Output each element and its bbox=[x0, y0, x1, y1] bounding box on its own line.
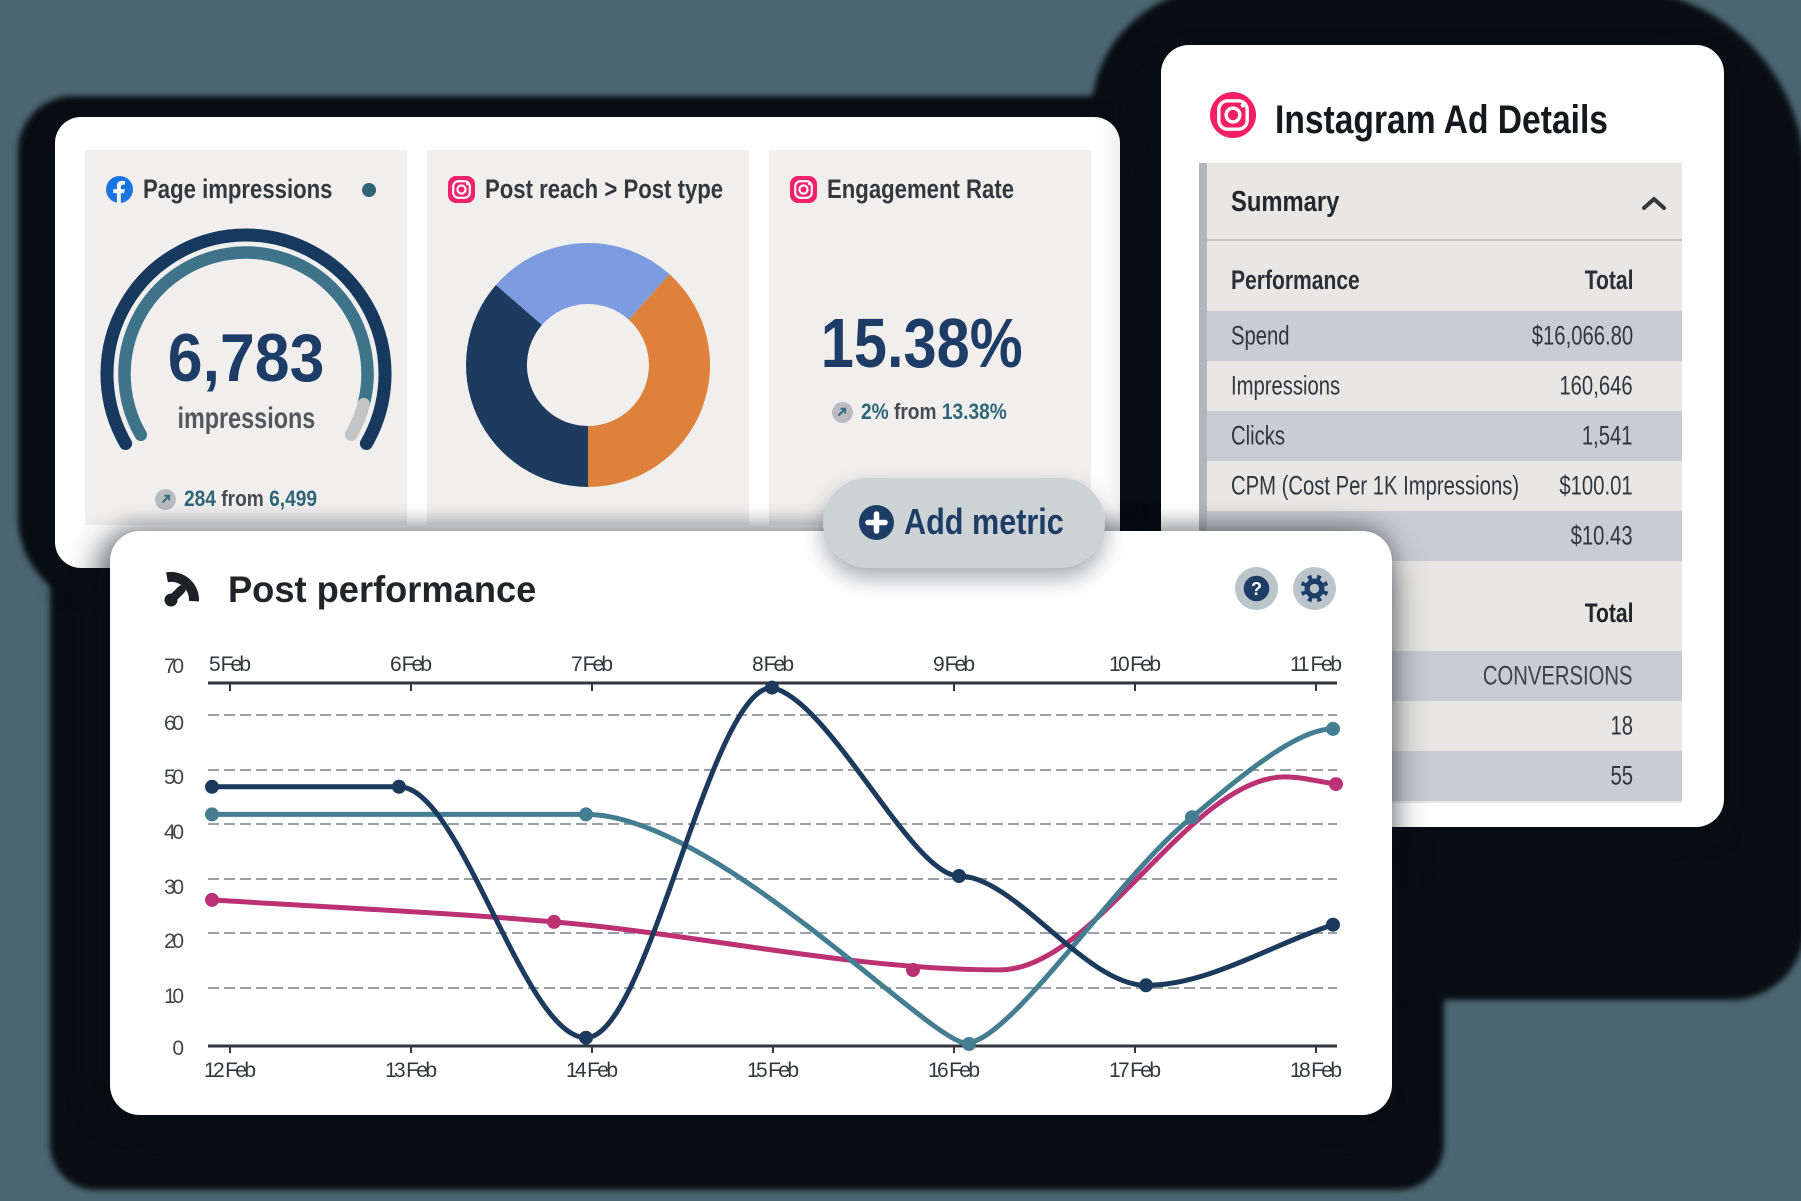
svg-text:?: ? bbox=[1251, 579, 1262, 599]
svg-text:40: 40 bbox=[164, 821, 184, 844]
svg-text:9 Feb: 9 Feb bbox=[933, 653, 975, 676]
svg-text:15 Feb: 15 Feb bbox=[747, 1059, 799, 1082]
svg-text:20: 20 bbox=[164, 930, 184, 953]
svg-text:13 Feb: 13 Feb bbox=[385, 1059, 437, 1082]
svg-text:8 Feb: 8 Feb bbox=[752, 653, 794, 676]
svg-text:18 Feb: 18 Feb bbox=[1290, 1059, 1342, 1082]
svg-text:10 Feb: 10 Feb bbox=[1109, 653, 1161, 676]
svg-text:12 Feb: 12 Feb bbox=[204, 1059, 256, 1082]
svg-text:6 Feb: 6 Feb bbox=[390, 653, 432, 676]
svg-text:16 Feb: 16 Feb bbox=[928, 1059, 980, 1082]
svg-text:5 Feb: 5 Feb bbox=[209, 653, 251, 676]
svg-text:30: 30 bbox=[164, 876, 184, 899]
svg-text:10: 10 bbox=[164, 985, 184, 1008]
svg-text:60: 60 bbox=[164, 712, 184, 735]
svg-text:17 Feb: 17 Feb bbox=[1109, 1059, 1161, 1082]
svg-text:0: 0 bbox=[172, 1037, 184, 1060]
svg-text:14 Feb: 14 Feb bbox=[566, 1059, 618, 1082]
svg-text:11 Feb: 11 Feb bbox=[1290, 653, 1342, 676]
svg-text:7 Feb: 7 Feb bbox=[571, 653, 613, 676]
svg-text:70: 70 bbox=[164, 655, 184, 678]
svg-text:50: 50 bbox=[164, 766, 184, 789]
